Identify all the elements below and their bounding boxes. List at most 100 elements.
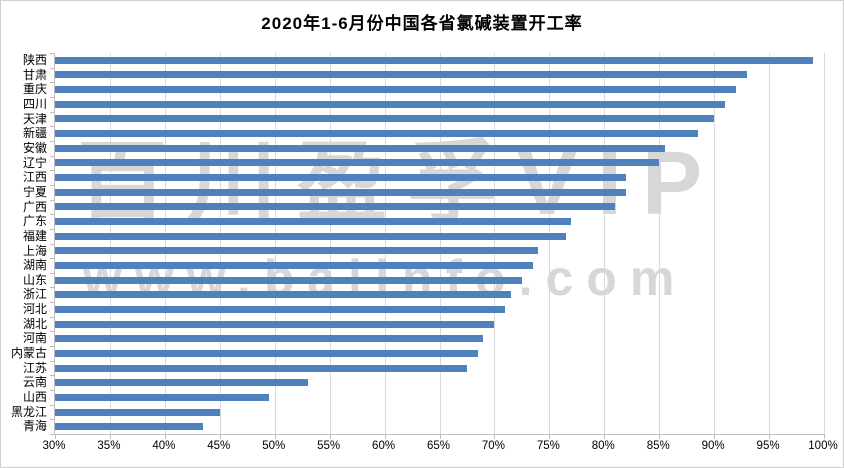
category-label: 江苏 (22, 360, 47, 375)
bar-广西 (55, 203, 616, 211)
category-label: 辽宁 (22, 155, 47, 170)
bar-四川 (55, 100, 726, 108)
bar-云南 (55, 379, 308, 387)
bar-山东 (55, 276, 522, 284)
category-label: 陕西 (22, 53, 47, 67)
category-label: 江西 (22, 170, 47, 185)
y-axis-tick (50, 302, 55, 304)
category-label: 广东 (22, 214, 47, 229)
category-label: 黑龙江 (10, 404, 47, 419)
y-axis-tick (50, 184, 55, 186)
y-axis-tick (50, 375, 55, 377)
category-label: 上海 (22, 243, 47, 258)
x-axis-tick-label: 95% (756, 440, 780, 452)
category-label: 云南 (22, 375, 47, 390)
bar-湖北 (55, 320, 495, 328)
bar-福建 (55, 232, 566, 240)
gridline (659, 53, 661, 434)
gridline (274, 53, 276, 434)
y-axis-tick (50, 67, 55, 69)
bar-江西 (55, 174, 627, 182)
gridline (604, 53, 606, 434)
gridline (439, 53, 441, 434)
bar-广东 (55, 218, 572, 226)
category-label: 青海 (22, 419, 47, 434)
y-axis-tick (50, 96, 55, 98)
x-axis-tick-label: 75% (536, 440, 560, 452)
y-axis-tick (50, 316, 55, 318)
gridline (164, 53, 166, 434)
y-axis-tick (50, 287, 55, 289)
gridline (824, 53, 825, 434)
y-axis-tick (50, 272, 55, 274)
gridline (769, 53, 771, 434)
y-axis-tick (50, 434, 55, 435)
y-axis-tick (50, 360, 55, 362)
bar-黑龙江 (55, 408, 220, 416)
category-label: 天津 (22, 111, 47, 126)
bar-河北 (55, 305, 506, 313)
y-axis-tick (50, 346, 55, 348)
gridline (329, 53, 331, 434)
y-axis-tick (50, 228, 55, 230)
y-axis-tick (50, 170, 55, 172)
x-axis-tick (109, 434, 111, 439)
y-axis-tick (50, 419, 55, 421)
x-axis-tick-label: 45% (207, 440, 231, 452)
y-axis-tick (50, 258, 55, 260)
x-axis-tick (329, 434, 331, 439)
bar-山西 (55, 393, 270, 401)
bar-上海 (55, 247, 539, 255)
category-label: 广西 (22, 199, 47, 214)
x-axis-tick-label: 55% (317, 440, 341, 452)
bar-安徽 (55, 144, 665, 152)
bar-天津 (55, 115, 715, 123)
category-label: 湖北 (22, 316, 47, 331)
x-axis-tick-label: 65% (426, 440, 451, 452)
gridline (494, 53, 496, 434)
gridline (109, 53, 111, 434)
category-label: 浙江 (22, 287, 47, 302)
x-axis-tick-label: 35% (97, 440, 121, 452)
category-label: 山西 (22, 390, 47, 405)
category-label: 山东 (22, 272, 47, 287)
x-axis-tick (769, 434, 771, 439)
y-axis-tick (50, 199, 55, 201)
bar-青海 (55, 423, 204, 431)
category-label: 内蒙古 (10, 346, 47, 361)
x-axis-tick (219, 434, 221, 439)
gridline (219, 53, 221, 434)
x-axis-tick (494, 434, 496, 439)
x-axis-tick (439, 434, 441, 439)
y-axis-tick (50, 111, 55, 113)
bar-甘肃 (55, 71, 748, 79)
category-label: 湖南 (22, 258, 47, 273)
x-axis-tick-label: 70% (481, 440, 505, 452)
category-label: 福建 (22, 228, 47, 243)
bar-宁夏 (55, 188, 627, 196)
bar-江苏 (55, 364, 467, 372)
x-axis-tick (549, 434, 551, 439)
category-label: 甘肃 (22, 67, 47, 82)
watermark-text: 百川盈孚VIP (77, 134, 723, 234)
x-axis-tick (164, 434, 166, 439)
x-axis-tick-label: 30% (42, 440, 66, 452)
y-axis-tick (50, 126, 55, 128)
bar-河南 (55, 335, 484, 343)
bar-内蒙古 (55, 349, 478, 357)
x-axis-tick-label: 50% (262, 440, 286, 452)
y-axis-tick (50, 390, 55, 392)
y-axis-tick (50, 404, 55, 406)
x-axis-tick (384, 434, 386, 439)
y-axis-tick (50, 214, 55, 216)
chart-title: 2020年1-6月份中国各省氯碱装置开工率 (261, 14, 583, 33)
bar-新疆 (55, 130, 698, 138)
x-axis-tick-label: 85% (646, 440, 670, 452)
gridline (384, 53, 386, 434)
y-axis-tick (50, 82, 55, 84)
category-label: 新疆 (22, 126, 47, 141)
category-label: 四川 (22, 96, 47, 111)
x-axis-tick-label: 100% (808, 440, 838, 452)
gridline (714, 53, 716, 434)
